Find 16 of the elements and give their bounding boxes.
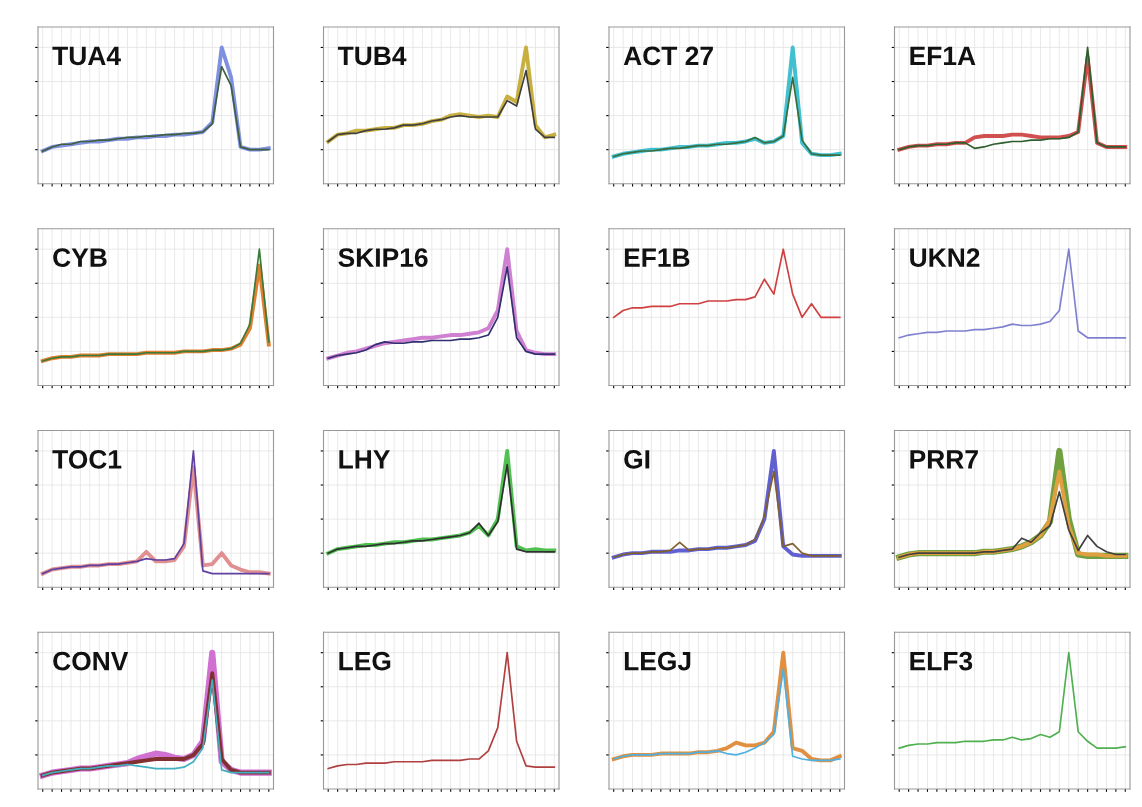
chart-title: CYB	[53, 248, 107, 267]
chart-title: SKIP16	[338, 248, 428, 267]
chart-title: GI	[624, 450, 650, 469]
chart-title: LEGJ	[624, 651, 691, 671]
chart-title: TOC1	[52, 450, 122, 469]
chart-title: TUB4	[337, 46, 407, 66]
chart-title: CONV	[53, 651, 129, 671]
chart-title: ELF3	[910, 651, 973, 671]
chart-title: UKN2	[910, 248, 980, 267]
chart-title: ACT 27	[623, 46, 713, 66]
chart-title: LHY	[339, 450, 390, 469]
chart-title: PRR7	[910, 450, 978, 469]
chart-title: EF1B	[624, 248, 690, 267]
chart-title: LEG	[339, 651, 391, 671]
chart-title: TUA4	[52, 46, 121, 66]
chart-title: EF1A	[910, 46, 976, 65]
